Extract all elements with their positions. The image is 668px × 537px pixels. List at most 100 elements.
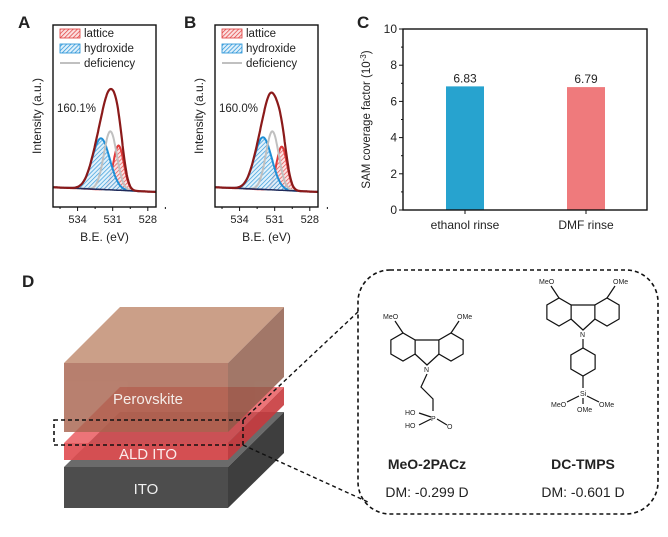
substituent-label: MeO xyxy=(551,402,567,409)
x-tick-label: 534 xyxy=(68,214,86,226)
dc-tmps-structure: MeO OMe N Si MeO OMe OMe xyxy=(539,279,628,414)
benzene-ring xyxy=(546,297,572,327)
x-tick-label: 528 xyxy=(139,214,157,226)
envelope xyxy=(53,87,156,193)
y-axis-label: Intensity (a.u.) xyxy=(192,78,206,154)
y-axis-label-close: ) xyxy=(361,50,373,54)
bond xyxy=(450,320,460,334)
legend: lattice hydroxide deficiency xyxy=(221,28,297,70)
bond xyxy=(436,418,448,426)
benzene-ring xyxy=(594,297,620,327)
y-axis-label-main: SAM coverage factor (10 xyxy=(361,61,373,188)
substituent-label: HO xyxy=(405,410,416,417)
bond xyxy=(394,320,404,334)
substituent-label: N xyxy=(424,367,429,374)
interface-highlight-box xyxy=(53,419,244,446)
pyrrole-bonds xyxy=(570,318,596,331)
y-axis-label-exponent: -3 xyxy=(359,54,368,62)
legend-label-deficiency: deficiency xyxy=(84,58,135,70)
legend-swatch-hydroxide xyxy=(59,43,81,54)
legend-swatch-lattice xyxy=(221,28,243,39)
panel-label-b: B xyxy=(184,13,196,32)
substituent-label: MeO xyxy=(539,279,555,286)
xps-chart-b: 534 531 528 B.E. (eV) Intensity (a.u.) 160.0%… xyxy=(192,24,328,244)
meo-2pacz-structure: MeO OMe N HO HO P O xyxy=(383,314,472,431)
legend-swatch-lattice xyxy=(59,28,81,39)
substituent-label: MeO xyxy=(383,314,399,321)
zoom-line-top xyxy=(242,309,361,421)
benzene-ring xyxy=(570,347,596,377)
bar-1 xyxy=(567,87,605,210)
peak-fill-hydroxide xyxy=(215,137,318,192)
substituent-label: OMe xyxy=(599,402,614,409)
bond xyxy=(418,412,432,418)
panel-label-c: C xyxy=(357,13,369,32)
legend-swatch-hydroxide xyxy=(221,43,243,54)
category-label: ethanol rinse xyxy=(431,218,500,232)
x-axis-label: B.E. (eV) xyxy=(80,230,129,244)
y-tick-label: 2 xyxy=(390,167,397,181)
legend-label-hydroxide: hydroxide xyxy=(84,43,134,55)
bar-data-label: 6.79 xyxy=(574,72,598,86)
molecule-dipole-dc-tmps: DM: -0.601 D xyxy=(541,484,624,500)
legend-label-lattice: lattice xyxy=(246,28,276,40)
bond xyxy=(586,395,600,403)
y-tick-label: 8 xyxy=(390,58,397,72)
bar-0 xyxy=(446,86,484,210)
bond xyxy=(606,285,616,299)
legend-label-lattice: lattice xyxy=(84,28,114,40)
benzene-ring xyxy=(438,332,464,362)
xps-chart-a: 534 531 528 B.E. (eV) Intensity (a.u.) 160.1%… xyxy=(30,24,166,244)
y-tick-label: 6 xyxy=(390,94,397,108)
molecule-name-meo-2pacz: MeO-2PACz xyxy=(388,456,466,472)
envelope xyxy=(215,91,318,193)
bond xyxy=(550,285,560,299)
x-tick-label: 528 xyxy=(301,214,319,226)
x-axis-label: B.E. (eV) xyxy=(242,230,291,244)
y-tick-label: 10 xyxy=(384,22,398,36)
category-label: DMF rinse xyxy=(558,218,614,232)
device-stack: ITO Perovskite ALD ITO xyxy=(53,307,369,508)
legend-label-deficiency: deficiency xyxy=(246,58,297,70)
ald-ito-label: ALD ITO xyxy=(119,446,177,463)
plot-frame xyxy=(52,24,157,208)
bar-chart-c: 6.83 ethanol rinse 6.79 DMF rinse 0 2 4 6 8 10 SAM… xyxy=(359,22,648,232)
y-axis-label: SAM coverage factor (10-3) xyxy=(359,50,373,188)
substituent-label: N xyxy=(580,332,585,339)
molecule-callout-box xyxy=(357,269,659,515)
legend: lattice hydroxide deficiency xyxy=(59,28,135,70)
x-tick-label: 531 xyxy=(266,214,284,226)
substituent-label: O xyxy=(447,424,453,431)
zoom-line-bottom xyxy=(242,444,369,503)
benzene-ring xyxy=(390,332,416,362)
pyrrole-bonds xyxy=(414,353,440,366)
molecule-name-dc-tmps: DC-TMPS xyxy=(551,456,615,472)
perovskite-label: Perovskite xyxy=(113,391,183,408)
substituent-label: OMe xyxy=(577,407,592,414)
substituent-label: Si xyxy=(580,391,587,398)
bond xyxy=(566,395,580,403)
percentage-annotation: 160.0% xyxy=(219,103,258,115)
plot-frame xyxy=(402,28,648,211)
percentage-annotation: 160.1% xyxy=(57,103,96,115)
y-tick-label: 0 xyxy=(390,203,397,217)
panel-label-d: D xyxy=(22,272,34,291)
x-tick-label: 534 xyxy=(230,214,248,226)
bond xyxy=(418,418,432,426)
y-tick-label: 4 xyxy=(390,131,397,145)
molecule-dipole-meo-2pacz: DM: -0.299 D xyxy=(385,484,468,500)
ito-label: ITO xyxy=(134,481,159,498)
substituent-label: P xyxy=(431,416,436,423)
substituent-label: OMe xyxy=(457,314,472,321)
substituent-label: OMe xyxy=(613,279,628,286)
panel-label-a: A xyxy=(18,13,30,32)
ethyl-chain xyxy=(420,373,434,411)
y-axis-label: Intensity (a.u.) xyxy=(30,78,44,154)
substituent-label: HO xyxy=(405,423,416,430)
legend-label-hydroxide: hydroxide xyxy=(246,43,296,55)
peak-fill-hydroxide xyxy=(53,138,156,192)
plot-frame xyxy=(214,24,319,208)
bar-data-label: 6.83 xyxy=(453,71,477,85)
